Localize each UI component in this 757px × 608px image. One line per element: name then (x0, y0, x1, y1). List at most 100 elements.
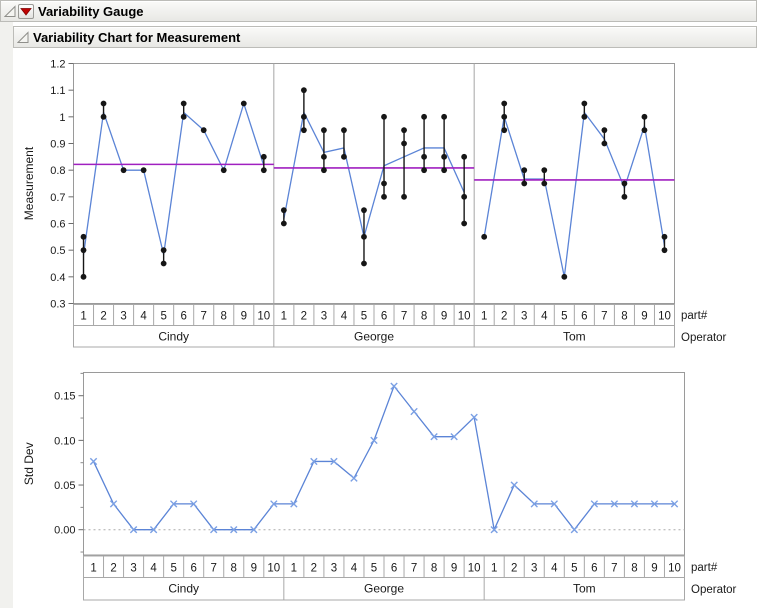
part-label: 6 (381, 311, 387, 323)
stddev-marker[interactable] (330, 457, 338, 466)
stddev-marker[interactable] (250, 526, 258, 534)
stddev-marker[interactable] (590, 500, 599, 508)
stddev-marker[interactable] (570, 526, 579, 534)
stddev-marker[interactable] (450, 433, 458, 441)
measurement-point[interactable] (321, 167, 327, 174)
stddev-marker[interactable] (350, 474, 358, 482)
stddev-marker[interactable] (129, 526, 138, 534)
measurement-point[interactable] (501, 100, 508, 107)
measurement-point[interactable] (541, 167, 548, 174)
measurement-point[interactable] (621, 193, 628, 200)
measurement-point[interactable] (280, 220, 287, 227)
measurement-point[interactable] (80, 273, 87, 280)
stddev-marker[interactable] (230, 526, 238, 534)
stddev-marker[interactable] (149, 526, 158, 534)
measurement-point[interactable] (421, 167, 427, 174)
stddev-marker[interactable] (510, 481, 518, 489)
stddev-marker[interactable] (670, 500, 679, 508)
measurement-point[interactable] (80, 247, 87, 254)
measurement-point[interactable] (441, 153, 448, 160)
measurement-point[interactable] (120, 167, 127, 174)
measurement-point[interactable] (621, 180, 628, 187)
measurement-point[interactable] (461, 153, 468, 160)
measurement-point[interactable] (381, 193, 387, 200)
measurement-point[interactable] (300, 127, 307, 134)
stddev-marker[interactable] (550, 500, 558, 508)
stddev-marker[interactable] (290, 500, 298, 508)
measurement-point[interactable] (180, 100, 187, 107)
stddev-marker[interactable] (430, 433, 438, 441)
disclosure-triangle-icon[interactable] (4, 4, 16, 18)
measurement-point[interactable] (381, 113, 387, 120)
measurement-point[interactable] (581, 113, 588, 120)
measurement-point[interactable] (361, 207, 367, 214)
measurement-point[interactable] (441, 167, 448, 174)
measurement-point[interactable] (140, 167, 147, 174)
stddev-marker[interactable] (370, 436, 378, 445)
stddev-marker[interactable] (109, 500, 118, 508)
measurement-point[interactable] (461, 220, 468, 227)
stddev-marker[interactable] (470, 413, 478, 422)
measurement-point[interactable] (200, 127, 207, 134)
stddev-marker[interactable] (310, 457, 318, 466)
measurement-point[interactable] (501, 127, 508, 134)
measurement-point[interactable] (220, 167, 227, 174)
measurement-point[interactable] (361, 260, 367, 267)
red-triangle-menu-button[interactable] (18, 3, 34, 19)
stddev-marker[interactable] (490, 526, 498, 534)
measurement-point[interactable] (401, 127, 407, 134)
measurement-point[interactable] (461, 193, 468, 200)
measurement-point[interactable] (321, 127, 327, 134)
stddev-marker[interactable] (650, 500, 659, 508)
measurement-point[interactable] (521, 180, 528, 187)
measurement-point[interactable] (260, 167, 267, 174)
part-label: 9 (251, 563, 257, 575)
measurement-point[interactable] (641, 127, 648, 134)
measurement-point[interactable] (641, 113, 648, 120)
measurement-point[interactable] (341, 127, 347, 134)
measurement-point[interactable] (501, 113, 508, 120)
stddev-marker[interactable] (410, 407, 418, 416)
part-label: 8 (631, 563, 637, 575)
stddev-marker[interactable] (270, 500, 278, 508)
measurement-point[interactable] (421, 113, 427, 120)
measurement-point[interactable] (481, 233, 488, 240)
measurement-point[interactable] (180, 113, 187, 120)
stddev-marker[interactable] (189, 500, 198, 508)
measurement-point[interactable] (160, 247, 167, 254)
stddev-marker[interactable] (210, 526, 218, 534)
measurement-point[interactable] (581, 100, 588, 107)
measurement-point[interactable] (661, 233, 668, 240)
measurement-point[interactable] (601, 140, 608, 147)
measurement-point[interactable] (521, 167, 528, 174)
measurement-point[interactable] (361, 233, 367, 240)
measurement-point[interactable] (300, 87, 307, 94)
measurement-point[interactable] (100, 113, 107, 120)
measurement-point[interactable] (80, 233, 87, 240)
measurement-point[interactable] (341, 153, 347, 160)
measurement-point[interactable] (280, 207, 287, 214)
measurement-point[interactable] (541, 180, 548, 187)
measurement-point[interactable] (100, 100, 107, 107)
measurement-point[interactable] (661, 247, 668, 254)
measurement-point[interactable] (441, 113, 448, 120)
measurement-point[interactable] (381, 180, 387, 187)
part-label: 6 (391, 563, 397, 575)
stddev-marker[interactable] (89, 457, 98, 466)
measurement-point[interactable] (240, 100, 247, 107)
measurement-point[interactable] (401, 140, 407, 147)
stddev-marker[interactable] (530, 500, 538, 508)
stddev-marker[interactable] (610, 500, 619, 508)
stddev-marker[interactable] (169, 500, 178, 508)
disclosure-triangle-icon[interactable] (17, 30, 29, 44)
stddev-marker[interactable] (630, 500, 639, 508)
measurement-point[interactable] (321, 153, 327, 160)
measurement-point[interactable] (160, 260, 167, 267)
stddev-marker[interactable] (390, 382, 398, 390)
measurement-point[interactable] (601, 127, 608, 134)
measurement-point[interactable] (401, 193, 407, 200)
measurement-point[interactable] (260, 153, 267, 160)
measurement-point[interactable] (300, 113, 307, 120)
measurement-point[interactable] (421, 153, 427, 160)
measurement-point[interactable] (561, 273, 568, 280)
